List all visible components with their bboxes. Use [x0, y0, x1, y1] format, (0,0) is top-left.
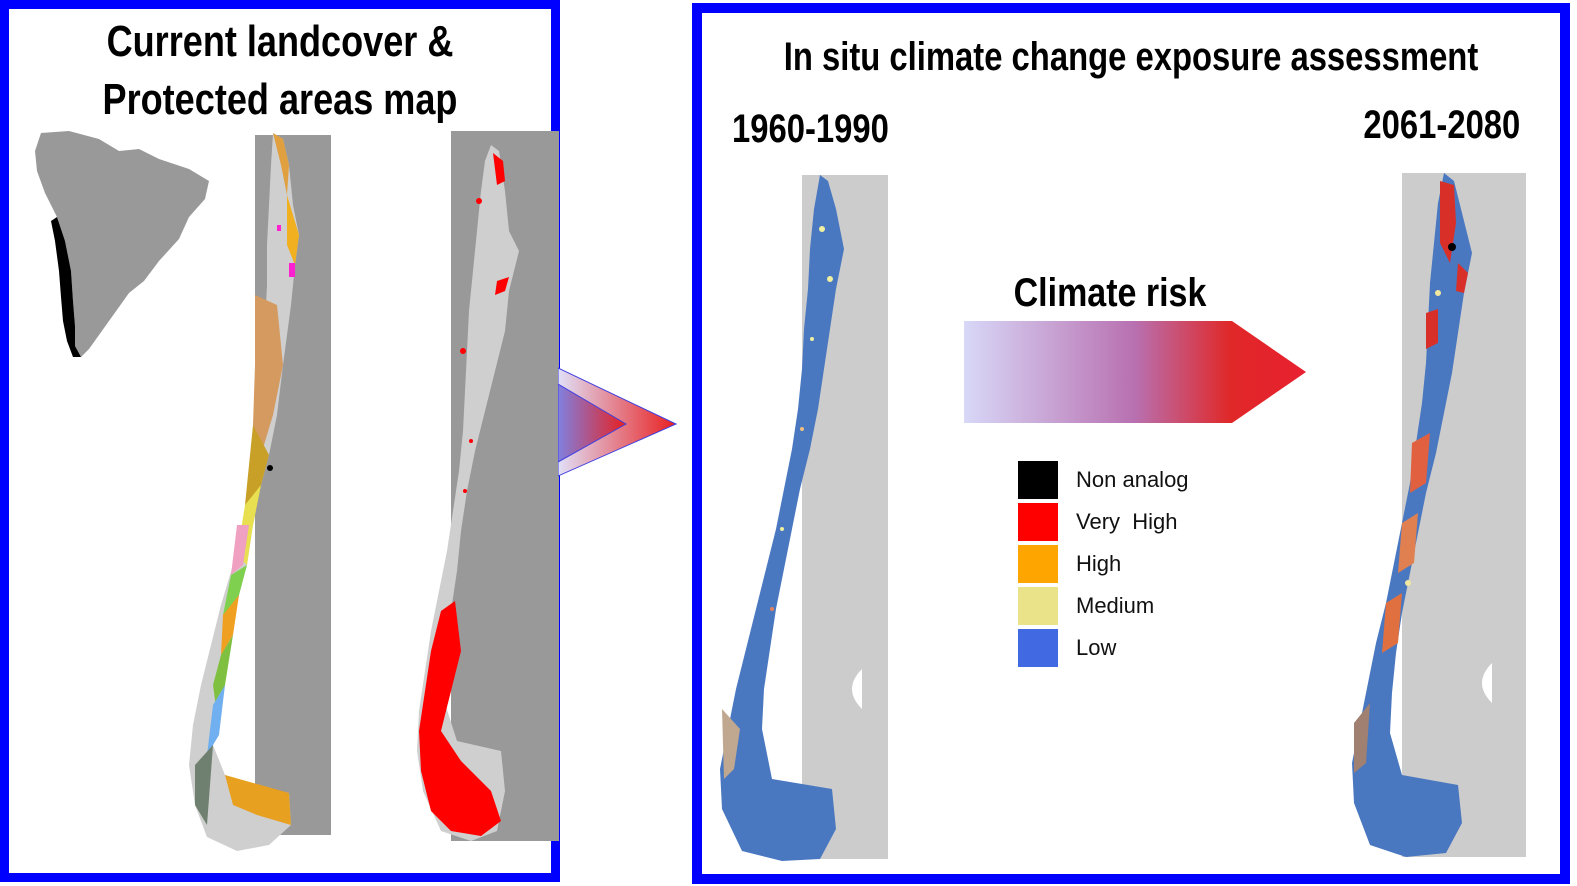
legend-item-low: Low [1018, 627, 1189, 669]
protected-areas-map [417, 131, 559, 841]
legend-item-medium: Medium [1018, 585, 1189, 627]
panel-title-line-2: Protected areas map [102, 75, 458, 124]
period-start-label: 1960-1990 [732, 107, 889, 151]
legend-swatch [1018, 587, 1058, 625]
climate-exposure-panel: In situ climate change exposure assessme… [692, 3, 1570, 884]
legend-swatch [1018, 629, 1058, 667]
legend-label: High [1076, 551, 1122, 576]
future-exposure-map [1352, 173, 1526, 857]
south-america-locator-map [35, 131, 209, 357]
legend-label: Very High [1076, 509, 1178, 534]
legend-label: Low [1076, 635, 1117, 660]
legend-swatch [1018, 545, 1058, 583]
legend-item-very-high: Very High [1018, 501, 1189, 543]
legend-label: Non analog [1076, 467, 1189, 492]
flow-arrow-icon [558, 367, 678, 477]
panel-title: In situ climate change exposure assessme… [783, 35, 1479, 79]
landcover-map [189, 133, 331, 851]
legend-item-non-analog: Non analog [1018, 459, 1189, 501]
baseline-exposure-map [720, 175, 888, 861]
legend-swatch [1018, 503, 1058, 541]
legend-item-high: High [1018, 543, 1189, 585]
legend-label: Medium [1076, 593, 1155, 618]
panel-title-line-1: Current landcover & [106, 17, 454, 66]
legend-swatch [1018, 461, 1058, 499]
climate-risk-arrow-icon [964, 321, 1306, 423]
climate-risk-label: Climate risk [1013, 271, 1207, 315]
risk-legend: Non analog Very High High Medium Low [1018, 459, 1189, 669]
period-end-label: 2061-2080 [1363, 103, 1520, 147]
landcover-protected-areas-panel: Current landcover & Protected areas map [0, 0, 560, 882]
